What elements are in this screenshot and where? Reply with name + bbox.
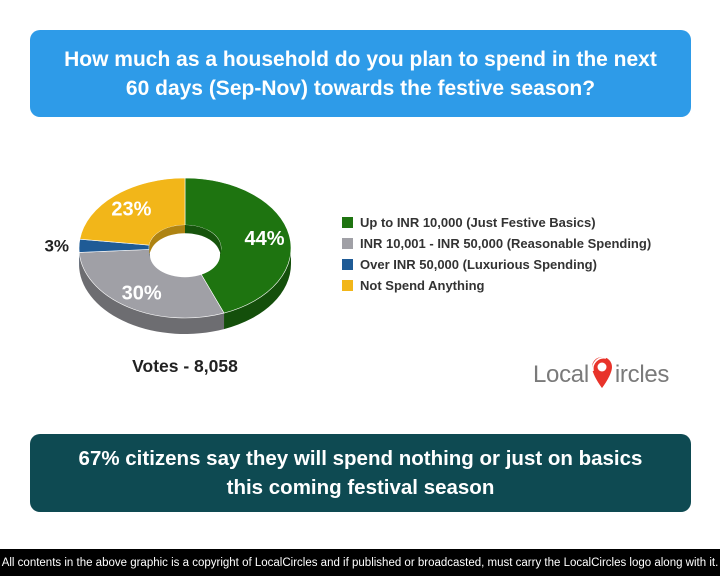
donut-chart: 44% 30% 3% 23%	[44, 177, 292, 334]
legend-label-1: INR 10,001 - INR 50,000 (Reasonable Spen…	[360, 236, 652, 251]
localcircles-logo: Local ircles	[533, 349, 669, 389]
legend-item-0: Up to INR 10,000 (Just Festive Basics)	[342, 212, 702, 233]
question-text: How much as a household do you plan to s…	[64, 47, 657, 100]
legend-item-1: INR 10,001 - INR 50,000 (Reasonable Spen…	[342, 233, 702, 254]
legend-item-2: Over INR 50,000 (Luxurious Spending)	[342, 254, 702, 275]
legend-label-3: Not Spend Anything	[360, 278, 485, 293]
conclusion-text: 67% citizens say they will spend nothing…	[78, 447, 643, 499]
slice-side-0	[224, 248, 291, 330]
slice-label-1: 30%	[122, 282, 162, 304]
logo-text-end: ircles	[614, 361, 670, 388]
slice-side-1	[79, 252, 225, 334]
slice-label-0: 44%	[245, 228, 285, 250]
slice-inner-wall-0	[185, 225, 221, 258]
legend-item-3: Not Spend Anything	[342, 275, 702, 296]
legend-swatch-1	[342, 238, 353, 249]
legend-swatch-3	[342, 280, 353, 291]
legend-swatch-2	[342, 259, 353, 270]
chart-legend: Up to INR 10,000 (Just Festive Basics) IN…	[342, 212, 702, 296]
copyright-footer: All contents in the above graphic is a c…	[0, 549, 720, 576]
map-pin-icon	[590, 355, 614, 389]
slice-label-3: 23%	[111, 199, 151, 221]
legend-swatch-0	[342, 217, 353, 228]
logo-text-start: Local	[533, 361, 589, 388]
slice-inner-wall-3	[149, 225, 185, 255]
donut-hole	[150, 233, 220, 278]
conclusion-banner: 67% citizens say they will spend nothing…	[30, 434, 691, 512]
slice-label-2: 3%	[44, 237, 69, 256]
legend-label-0: Up to INR 10,000 (Just Festive Basics)	[360, 215, 596, 230]
question-banner: How much as a household do you plan to s…	[30, 30, 691, 117]
votes-count: Votes - 8,058	[132, 356, 238, 376]
legend-label-2: Over INR 50,000 (Luxurious Spending)	[360, 257, 597, 272]
footer-text: All contents in the above graphic is a c…	[1, 556, 719, 569]
